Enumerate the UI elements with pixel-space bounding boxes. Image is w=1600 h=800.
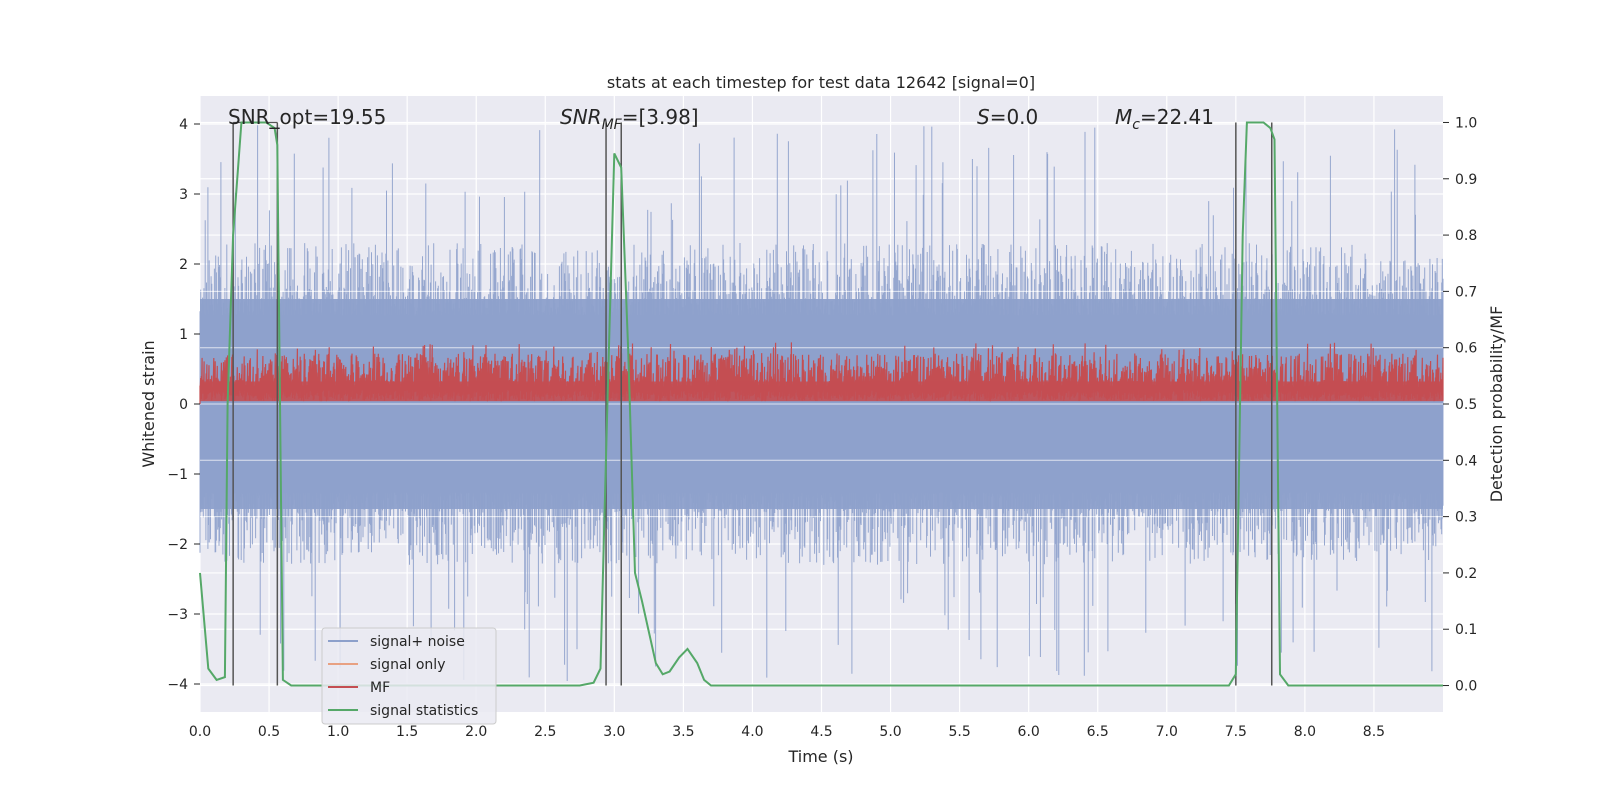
mc-main: M (1115, 105, 1132, 129)
snr-mf-main: SNR (560, 105, 602, 129)
y-tick-label: −4 (167, 677, 188, 693)
x-axis-label: Time (s) (787, 747, 853, 766)
mf-core (200, 381, 1443, 402)
snr-opt-annotation: SNR_opt=19.55 (228, 105, 386, 129)
x-tick-label: 7.5 (1225, 724, 1247, 740)
x-tick-label: 6.5 (1087, 724, 1109, 740)
vertical-markers (232, 121, 1273, 686)
y2-tick-label: 0.2 (1455, 566, 1477, 582)
x-tick-label: 0.0 (189, 724, 211, 740)
legend-label-signal-statistics: signal statistics (370, 703, 478, 719)
x-tick-label: 5.0 (879, 724, 901, 740)
s-main: S (977, 105, 990, 129)
signal-statistics-series (199, 121, 1443, 687)
y2-tick-label: 0.6 (1455, 341, 1477, 357)
snr-mf-sub: MF (602, 117, 623, 133)
x-tick-label: 6.0 (1018, 724, 1040, 740)
x-tick-label: 5.5 (948, 724, 970, 740)
y-axis-label: Whitened strain (139, 340, 158, 467)
x-tick-label: 7.0 (1156, 724, 1178, 740)
snr-mf-rest: =[3.98] (622, 105, 699, 129)
y2-tick-label: 0.5 (1455, 397, 1477, 413)
y-tick-label: −3 (167, 607, 188, 623)
snr-mf-annotation: SNRMF=[3.98] (560, 105, 699, 133)
y2-tick-label: 0.8 (1455, 228, 1477, 244)
x-tick-label: 8.5 (1363, 724, 1385, 740)
s-annotation: S=0.0 (977, 105, 1038, 129)
x-tick-label: 1.0 (327, 724, 349, 740)
y2-tick-label: 0.4 (1455, 453, 1477, 469)
x-tick-label: 3.0 (603, 724, 625, 740)
chart-title: stats at each timestep for test data 126… (607, 73, 1035, 92)
y2-axis-ticks: 1.0 0.9 0.8 0.7 0.6 0.5 0.4 0.3 0.2 0.1 0.0 (1443, 115, 1477, 695)
y-tick-label: 3 (179, 187, 188, 203)
y2-tick-label: 0.0 (1455, 679, 1477, 695)
y2-tick-label: 0.9 (1455, 172, 1477, 188)
y2-tick-label: 0.7 (1455, 284, 1477, 300)
y2-axis-label: Detection probability/MF (1487, 306, 1506, 503)
y-axis-ticks: 4 3 2 1 0 −1 −2 −3 −4 (167, 117, 200, 693)
y2-tick-label: 0.1 (1455, 622, 1477, 638)
mc-rest: =22.41 (1140, 105, 1214, 129)
x-tick-label: 3.5 (672, 724, 694, 740)
mc-sub: c (1132, 117, 1140, 133)
y-tick-label: −2 (167, 537, 188, 553)
legend: signal+ noise signal only MF signal stat… (321, 627, 497, 725)
legend-box (321, 627, 497, 725)
x-tick-label: 4.5 (810, 724, 832, 740)
x-tick-label: 2.0 (465, 724, 487, 740)
x-tick-label: 2.5 (534, 724, 556, 740)
y-tick-label: −1 (167, 467, 188, 483)
y-tick-label: 1 (179, 327, 188, 343)
y-tick-label: 4 (179, 117, 188, 133)
y2-tick-label: 1.0 (1455, 115, 1477, 131)
x-tick-label: 4.0 (741, 724, 763, 740)
x-tick-label: 8.0 (1294, 724, 1316, 740)
legend-label-mf: MF (370, 680, 390, 696)
x-axis-ticks: 0.0 0.5 1.0 1.5 2.0 2.5 3.0 3.5 4.0 4.5 5.0 5.5 6.0 6… (189, 724, 1385, 740)
y-tick-label: 0 (179, 397, 188, 413)
s-rest: =0.0 (990, 105, 1039, 129)
mc-annotation: Mc=22.41 (1115, 105, 1214, 133)
signal-statistics-line (199, 121, 1443, 687)
x-tick-label: 0.5 (258, 724, 280, 740)
x-tick-label: 1.5 (396, 724, 418, 740)
legend-label-signal-only: signal only (370, 657, 445, 673)
y-tick-label: 2 (179, 257, 188, 273)
y2-tick-label: 0.3 (1455, 510, 1477, 526)
legend-label-signal-noise: signal+ noise (370, 634, 465, 650)
